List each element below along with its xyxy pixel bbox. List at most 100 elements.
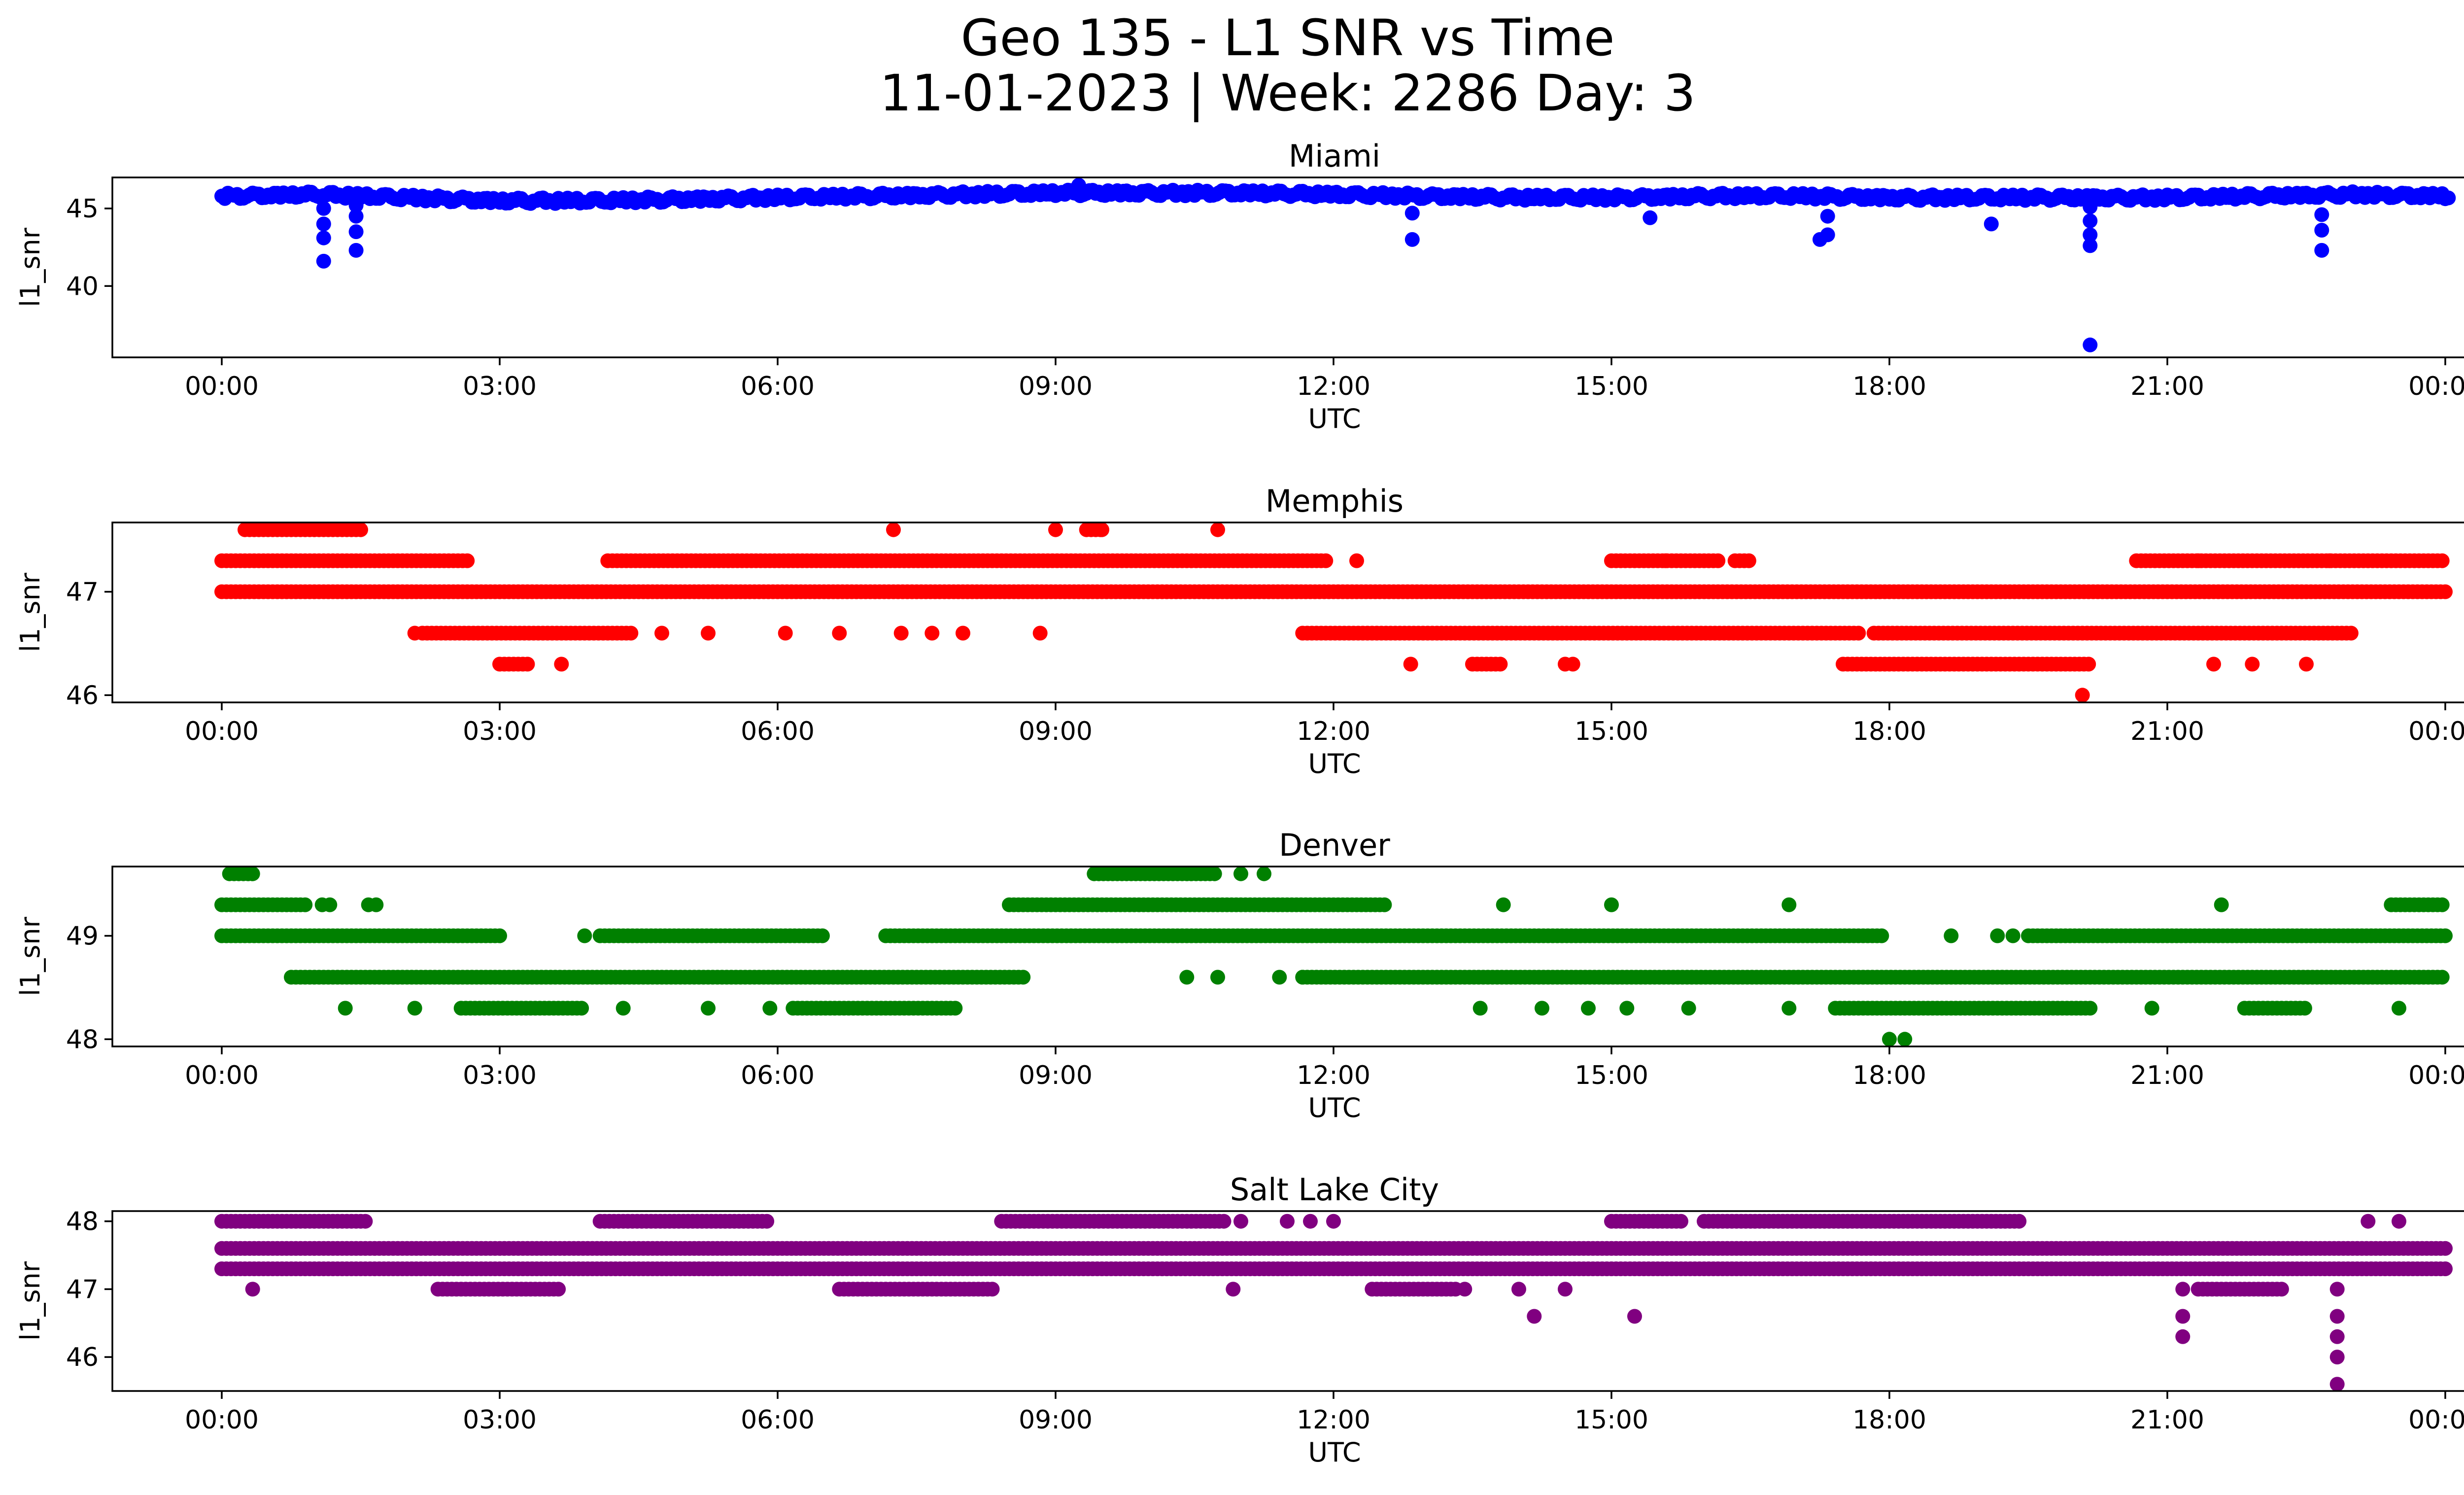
memphis-title: Memphis xyxy=(1266,483,1403,519)
salt-lake-city-point-1271 xyxy=(1226,1282,1241,1297)
denver-point-529 xyxy=(2434,897,2450,912)
denver-title: Denver xyxy=(1279,827,1390,863)
subplot-memphis: Memphis 00:00 03:00 06:00 09:00 12:00 15:00 18:… xyxy=(15,483,2464,779)
memphis-xtick-label-8: 00:00 xyxy=(2408,717,2464,746)
miami-point-739 xyxy=(2083,238,2098,253)
miami-point-729 xyxy=(348,198,364,213)
salt-lake-city-ytick-label-0: 46 xyxy=(66,1343,99,1372)
denver-point-1128 xyxy=(1619,1001,1635,1016)
denver-point-1132 xyxy=(2392,1001,2406,1016)
denver-ytick-label-1: 49 xyxy=(66,922,99,951)
miami-point-740 xyxy=(2083,227,2098,243)
denver-xtick-label-5: 15:00 xyxy=(1574,1061,1648,1090)
memphis-point-811 xyxy=(353,522,368,537)
miami-point-731 xyxy=(1404,232,1420,247)
salt-lake-city-point-1279 xyxy=(2175,1309,2190,1324)
miami-xtick-label-3: 09:00 xyxy=(1019,372,1093,401)
subplot-miami: Miami 00:00 03:00 06:00 09:00 12:00 15:00 18:00… xyxy=(15,138,2464,434)
denver-point-1103 xyxy=(322,897,338,912)
miami-axes-frame xyxy=(111,176,2464,358)
miami-ylabel: l1_snr xyxy=(15,227,46,307)
salt-lake-city-title: Salt Lake City xyxy=(1230,1172,1439,1208)
figure-title-line2: 11-01-2023 | Week: 2286 Day: 3 xyxy=(880,64,1696,123)
denver-point-1126 xyxy=(1535,1001,1549,1016)
memphis-point-1163 xyxy=(407,626,422,641)
denver-point-1101 xyxy=(2297,1001,2312,1016)
denver-point-562 xyxy=(1207,866,1222,881)
miami-ytick-label-0: 40 xyxy=(66,272,99,301)
salt-lake-city-point-1266 xyxy=(1303,1214,1318,1229)
salt-lake-city-point-480 xyxy=(2438,1241,2453,1256)
denver-xtick-label-3: 09:00 xyxy=(1019,1061,1093,1090)
denver-point-1115 xyxy=(1257,866,1271,881)
subplot-salt-lake-city: Salt Lake City 00:00 03:00 06:00 09:00 12:00 1… xyxy=(15,1172,2464,1468)
memphis-ytick-label-1: 47 xyxy=(66,578,99,607)
miami-point-743 xyxy=(2314,243,2329,258)
salt-lake-city-point-1079 xyxy=(1216,1214,1232,1229)
memphis-xtick-label-4: 12:00 xyxy=(1297,717,1370,746)
memphis-point-1157 xyxy=(1095,522,1109,537)
denver-xtick-label-8: 00:00 xyxy=(2408,1061,2464,1090)
salt-lake-city-xtick-label-1: 03:00 xyxy=(463,1405,537,1435)
denver-point-1124 xyxy=(762,1001,778,1016)
denver-point-1087 xyxy=(2083,1001,2098,1016)
memphis-point-714 xyxy=(1711,553,1726,568)
denver-point-995 xyxy=(574,1001,589,1016)
memphis-xtick-label-1: 03:00 xyxy=(463,717,537,746)
denver-point-535 xyxy=(245,866,260,881)
salt-lake-city-point-961 xyxy=(2438,1261,2453,1277)
denver-xlabel: UTC xyxy=(1308,1092,1361,1123)
denver-point-1116 xyxy=(1179,970,1195,985)
miami-point-737 xyxy=(1984,216,1999,232)
denver-xtick-label-2: 06:00 xyxy=(741,1061,815,1090)
salt-lake-city-point-1283 xyxy=(2329,1350,2345,1365)
salt-lake-city-point-1268 xyxy=(2361,1214,2376,1229)
memphis-xtick-label-2: 06:00 xyxy=(741,717,815,746)
denver-point-1107 xyxy=(1604,897,1619,912)
denver-xtick-label-0: 00:00 xyxy=(185,1061,259,1090)
salt-lake-city-point-1278 xyxy=(1627,1309,1642,1324)
memphis-point-1171 xyxy=(1032,626,1048,641)
salt-lake-city-xtick-label-4: 12:00 xyxy=(1297,1405,1370,1435)
salt-lake-city-point-1276 xyxy=(2329,1282,2345,1297)
memphis-point-1179 xyxy=(2075,688,2090,703)
denver-xtick-label-4: 12:00 xyxy=(1297,1061,1370,1090)
salt-lake-city-axes-frame xyxy=(111,1210,2464,1392)
memphis-point-1165 xyxy=(701,626,716,641)
salt-lake-city-xtick-label-2: 06:00 xyxy=(741,1405,815,1435)
denver-axes-frame xyxy=(111,866,2464,1047)
memphis-point-1086 xyxy=(2343,626,2359,641)
memphis-point-861 xyxy=(623,626,639,641)
salt-lake-city-xtick-label-0: 00:00 xyxy=(185,1405,259,1435)
salt-lake-city-point-1030 xyxy=(759,1214,775,1229)
denver-point-109 xyxy=(815,928,830,943)
salt-lake-city-point-1164 xyxy=(2012,1214,2027,1229)
memphis-point-1178 xyxy=(2299,657,2314,672)
denver-point-1031 xyxy=(948,1001,963,1016)
salt-lake-city-point-1274 xyxy=(1558,1282,1573,1297)
memphis-xtick-label-5: 15:00 xyxy=(1574,717,1648,746)
miami-markers xyxy=(214,177,2456,352)
memphis-xtick-label-7: 21:00 xyxy=(2130,717,2204,746)
denver-point-1109 xyxy=(2214,897,2229,912)
miami-point-736 xyxy=(1820,209,1835,224)
denver-xtick-label-1: 03:00 xyxy=(463,1061,537,1090)
denver-point-1114 xyxy=(1233,866,1248,881)
memphis-point-1156 xyxy=(1048,522,1063,537)
miami-xtick-label-1: 03:00 xyxy=(463,372,537,401)
subplots: Miami 00:00 03:00 06:00 09:00 12:00 15:00 18:00… xyxy=(15,138,2464,1468)
miami-xtick-label-6: 18:00 xyxy=(1852,372,1926,401)
salt-lake-city-xtick-label-3: 09:00 xyxy=(1019,1405,1093,1435)
denver-point-60 xyxy=(492,928,507,943)
denver-point-1113 xyxy=(2005,928,2020,943)
memphis-point-1161 xyxy=(2190,553,2206,568)
denver-point-1118 xyxy=(1272,970,1287,985)
miami-point-725 xyxy=(316,201,331,216)
memphis-point-1176 xyxy=(2206,657,2221,672)
miami-point-728 xyxy=(348,209,364,224)
miami-xtick-label-5: 15:00 xyxy=(1574,372,1648,401)
memphis-ytick-label-0: 46 xyxy=(66,681,99,710)
miami-point-727 xyxy=(348,224,364,240)
memphis-point-1162 xyxy=(2322,553,2337,568)
